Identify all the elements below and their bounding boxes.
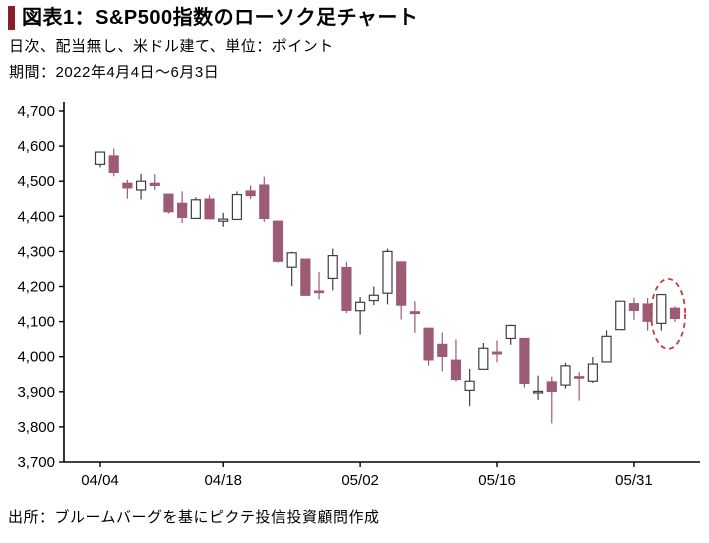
svg-text:4,100: 4,100 [17,314,55,331]
figure-subtitle-terms: 日次、配当無し、米ドル建て、単位：ポイント [9,38,334,55]
chart-area: 3,700 3,800 3,900 4,000 4,100 4,200 4,300 4,400… [0,94,709,501]
svg-text:4,600: 4,600 [17,138,55,155]
source-note: 出所：ブルームバーグを基にピクテ投信投資顧問作成 [8,509,380,526]
title-accent-bar [8,6,15,30]
svg-text:04/18: 04/18 [204,472,242,489]
svg-text:4,700: 4,700 [17,103,55,120]
figure-title: 図表1：S&P500指数のローソク足チャート [22,7,419,29]
svg-text:4,400: 4,400 [17,208,55,225]
svg-text:3,700: 3,700 [17,454,55,471]
svg-text:3,900: 3,900 [17,384,55,401]
svg-text:05/02: 05/02 [341,472,379,489]
svg-text:05/16: 05/16 [478,472,516,489]
title-row: 図表1：S&P500指数のローソク足チャート [8,6,701,30]
candlestick-chart: 3,700 3,800 3,900 4,000 4,100 4,200 4,300 4,400… [17,102,700,489]
svg-text:4,500: 4,500 [17,173,55,190]
svg-text:04/04: 04/04 [81,472,119,489]
svg-text:4,000: 4,000 [17,349,55,366]
svg-text:4,300: 4,300 [17,243,55,260]
figure-subtitle-period: 期間：2022年4月4日～6月3日 [9,64,220,81]
svg-text:4,200: 4,200 [17,279,55,296]
figure-header: 図表1：S&P500指数のローソク足チャート 日次、配当無し、米ドル建て、単位：… [0,0,709,82]
svg-text:05/31: 05/31 [615,472,653,489]
svg-text:3,800: 3,800 [17,419,55,436]
